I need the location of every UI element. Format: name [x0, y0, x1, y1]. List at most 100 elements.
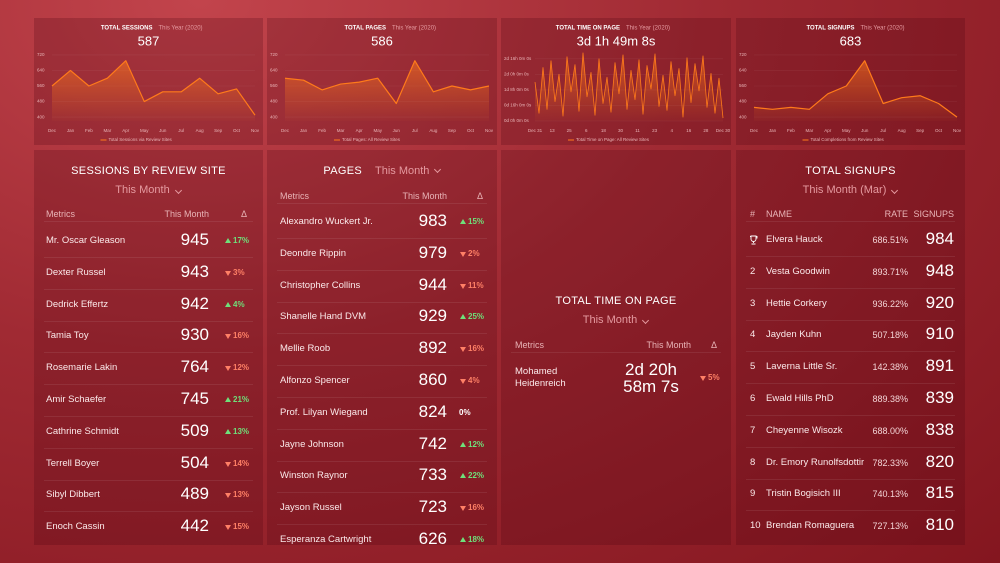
column-header: This Month: [402, 191, 447, 201]
row-change: 5%: [699, 370, 720, 386]
row-rate: 893.71%: [872, 266, 908, 277]
row-value: 892: [418, 338, 447, 358]
y-tick-label: 1d 8h 0m 0s: [504, 87, 530, 92]
row-value: 983: [418, 211, 447, 230]
row-value: 942: [180, 293, 209, 313]
row-name: Jayne Johnson: [280, 438, 344, 450]
y-tick-label: 560: [37, 83, 45, 88]
chart-widget: TOTAL PAGES This Year (2020) 586 400 480 560 6…: [267, 18, 497, 145]
period-dropdown[interactable]: This Month: [375, 163, 441, 179]
period-dropdown[interactable]: This Month: [583, 314, 649, 326]
row-change: 16%: [459, 500, 484, 516]
column-header: Metrics: [515, 340, 544, 350]
table-widget: TOTAL TIME ON PAGE This Month Metrics This …: [501, 150, 731, 545]
row-change: 16%: [459, 341, 484, 357]
row-name: Alfonzo Spencer: [280, 375, 350, 386]
y-tick-label: 400: [270, 114, 278, 119]
row-rank: 5: [750, 361, 756, 373]
row-value: 930: [180, 325, 209, 345]
row-signups: 810: [925, 515, 954, 535]
row-rank: 9: [750, 488, 756, 500]
x-tick-label: Sep: [448, 128, 457, 133]
row-change: 3%: [224, 265, 245, 281]
separator: [277, 492, 487, 494]
x-tick-label: Mar: [337, 128, 345, 133]
separator: [44, 288, 253, 290]
row-value: 2d 20h 58m 7s: [623, 360, 679, 396]
y-tick-label: 2d 16h 0m 0s: [504, 56, 532, 61]
x-tick-label: 30: [618, 128, 624, 133]
dropdown-wrap: This Month: [34, 181, 263, 198]
x-tick-label: Apr: [824, 128, 832, 133]
x-tick-label: May: [140, 128, 149, 133]
row-rate: 507.18%: [872, 330, 908, 341]
row-rank: 8: [750, 456, 756, 468]
row-name: Mr. Oscar Gleason: [46, 235, 126, 246]
chart-subtitle: This Year (2020): [861, 26, 905, 32]
separator: [44, 384, 253, 386]
column-header: Metrics: [280, 191, 309, 201]
row-signups: 820: [925, 451, 954, 471]
column-header: #: [750, 209, 756, 219]
row-value: 733: [418, 465, 447, 485]
separator: [44, 221, 253, 222]
line: [753, 60, 958, 118]
row-rate: 936.22%: [872, 298, 908, 309]
row-rank: 4: [750, 329, 756, 341]
row-signups: 838: [925, 419, 954, 439]
legend-label: Total Time on Page: All Review Sites: [576, 137, 650, 142]
row-change: 12%: [224, 360, 249, 376]
y-tick-label: 560: [270, 83, 278, 88]
x-tick-label: 11: [635, 128, 640, 133]
row-rate: 686.51%: [872, 235, 908, 245]
row-change: 0%: [459, 407, 471, 417]
column-header: Δ: [711, 340, 718, 350]
separator: [277, 396, 487, 398]
row-name: Brendan Romaguera: [766, 520, 855, 532]
separator: [277, 203, 487, 204]
row-signups: 948: [925, 260, 954, 280]
x-tick-label: Dec 31: [528, 128, 543, 133]
x-tick-label: May: [373, 128, 382, 133]
separator: [44, 511, 253, 513]
row-value: 742: [418, 433, 447, 453]
x-tick-label: 18: [601, 128, 607, 133]
area: [754, 60, 957, 121]
row-rate: 688.00%: [872, 425, 908, 436]
y-tick-label: 640: [37, 68, 45, 73]
period-dropdown[interactable]: This Month (Mar): [803, 184, 899, 196]
row-signups: 839: [925, 388, 954, 407]
x-tick-label: Apr: [122, 128, 130, 133]
row-change: 25%: [459, 309, 484, 325]
separator: [277, 301, 487, 303]
row-name: Winston Raynor: [280, 470, 348, 482]
table-widget: SESSIONS BY REVIEW SITE This Month Metrics…: [34, 150, 263, 545]
row-name: Laverna Little Sr.: [766, 361, 838, 373]
separator: [746, 221, 955, 222]
trophy-icon: [750, 235, 758, 245]
row-value: 979: [418, 242, 447, 262]
x-tick-label: Oct: [467, 128, 475, 133]
row-value: 945: [180, 230, 209, 249]
row-rate: 727.13%: [872, 521, 908, 532]
x-tick-label: Nov: [485, 128, 494, 133]
separator: [746, 287, 955, 289]
x-tick-label: Jun: [159, 128, 167, 133]
dropdown-wrap: This Month: [501, 311, 731, 328]
row-change: 4%: [459, 373, 480, 389]
column-header: NAME: [766, 209, 793, 219]
row-change: 21%: [224, 392, 249, 408]
row-name: Amir Schaefer: [46, 394, 107, 405]
separator: [746, 478, 955, 480]
chart-title: TOTAL PAGES: [344, 26, 386, 32]
row-name: Cathrine Schmidt: [46, 425, 119, 437]
row-value: 943: [180, 261, 209, 281]
line-chart: TOTAL SIGNUPS This Year (2020)683 400 480 56…: [739, 26, 962, 143]
chart-subtitle: This Year (2020): [626, 26, 670, 32]
period-dropdown[interactable]: This Month: [115, 184, 181, 196]
row-change: 15%: [459, 214, 484, 230]
x-tick-label: Aug: [429, 128, 438, 133]
row-signups: 910: [925, 324, 954, 344]
y-tick-label: 400: [739, 114, 747, 119]
x-tick-label: Jan: [769, 128, 777, 133]
